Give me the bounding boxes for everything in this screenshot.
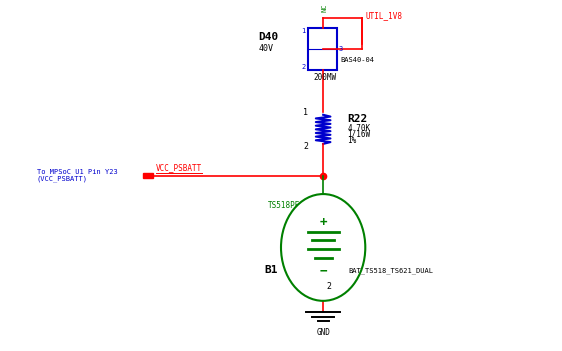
Text: R22: R22 — [347, 114, 368, 124]
Text: 3: 3 — [339, 46, 343, 52]
Bar — [308, 28, 337, 70]
Text: NC: NC — [322, 4, 328, 12]
Text: B1: B1 — [264, 265, 278, 275]
Text: GND: GND — [316, 328, 330, 337]
Text: 2: 2 — [303, 142, 308, 151]
Text: TS518PE_HL35E: TS518PE_HL35E — [268, 200, 328, 210]
Text: (VCC_PSBATT): (VCC_PSBATT) — [37, 176, 88, 182]
Text: 40V: 40V — [259, 44, 274, 53]
Text: 1/16W: 1/16W — [347, 130, 370, 139]
Bar — [143, 173, 153, 178]
Text: 4.70K: 4.70K — [347, 124, 370, 133]
Text: +: + — [319, 216, 327, 230]
Text: BAT_TS518_TS621_DUAL: BAT_TS518_TS621_DUAL — [348, 267, 433, 273]
Text: −: − — [319, 264, 327, 278]
Text: 2: 2 — [326, 282, 331, 291]
Text: 1: 1 — [301, 28, 306, 34]
Text: VCC_PSBATT: VCC_PSBATT — [156, 163, 202, 172]
Text: To MPSoC U1 Pin Y23: To MPSoC U1 Pin Y23 — [37, 169, 117, 175]
Text: 1%: 1% — [347, 136, 356, 145]
Text: D40: D40 — [259, 32, 279, 42]
Text: 1: 1 — [303, 108, 308, 117]
Ellipse shape — [281, 194, 365, 301]
Text: UTIL_1V8: UTIL_1V8 — [365, 11, 402, 20]
Text: 200MW: 200MW — [314, 73, 337, 82]
Text: BAS40-04: BAS40-04 — [340, 57, 374, 63]
Text: 2: 2 — [301, 64, 306, 71]
